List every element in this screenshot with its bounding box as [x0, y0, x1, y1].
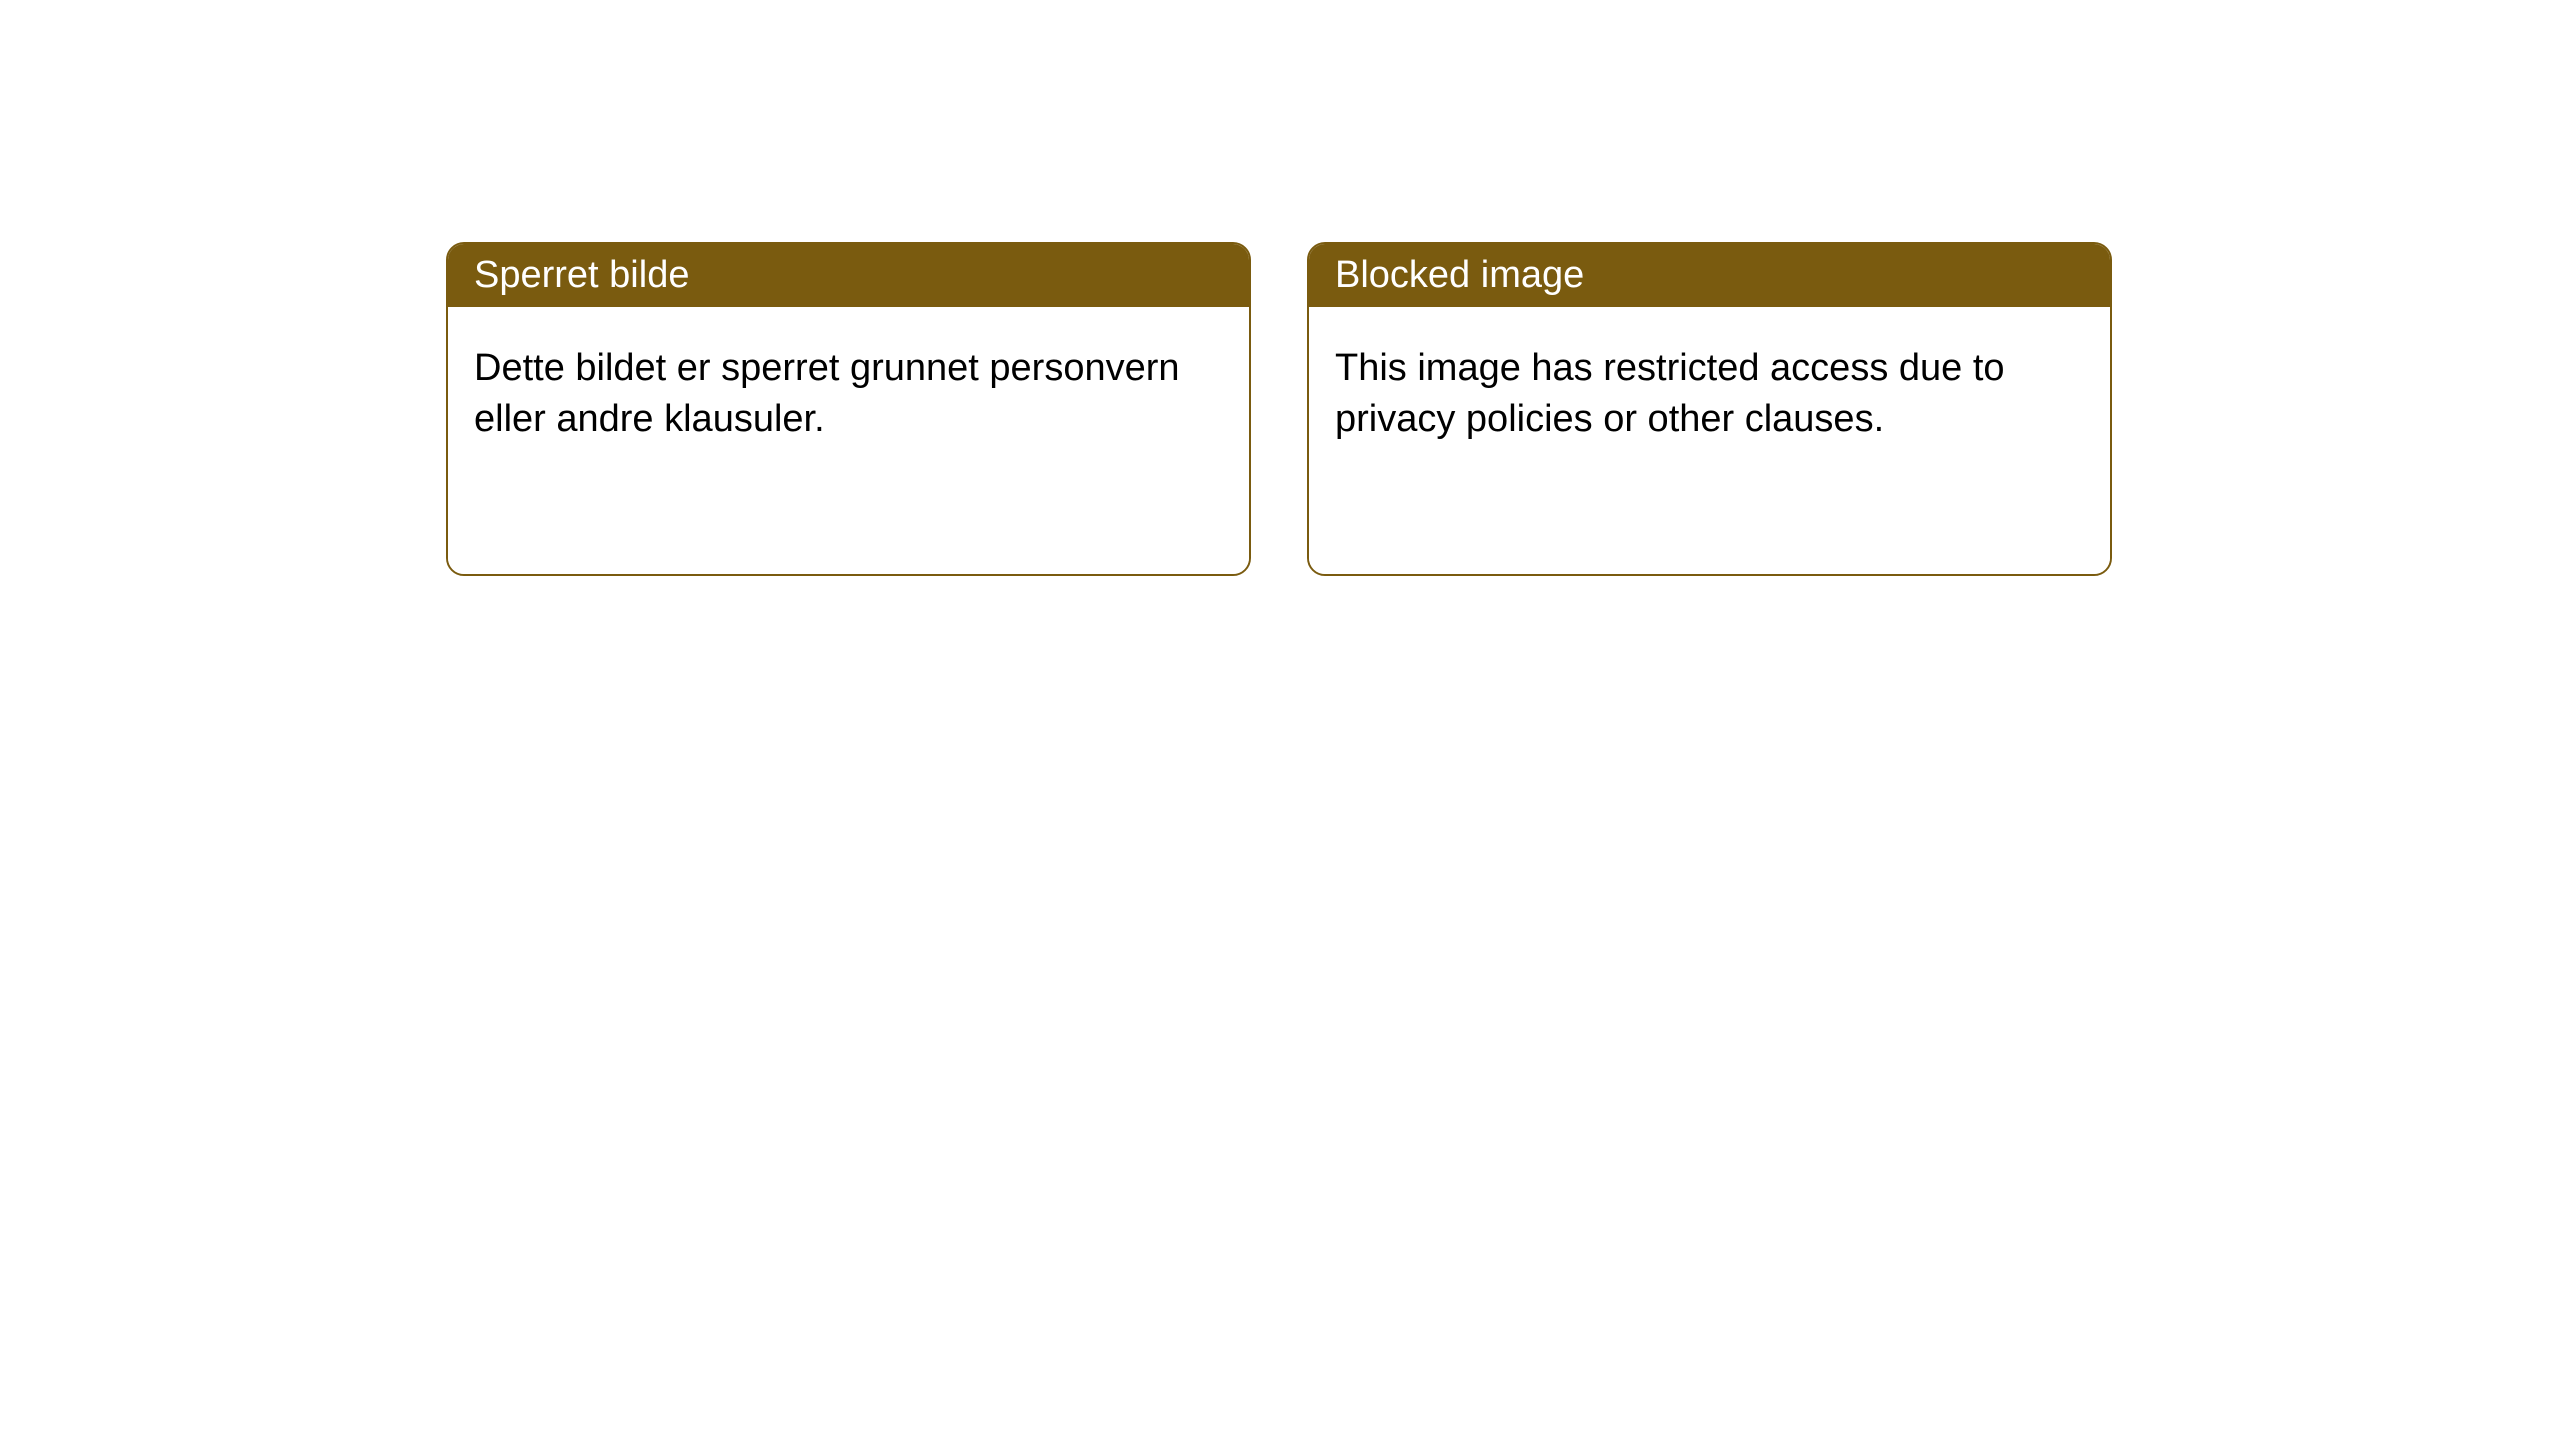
- notice-body: Dette bildet er sperret grunnet personve…: [448, 307, 1249, 574]
- notice-card-norwegian: Sperret bilde Dette bildet er sperret gr…: [446, 242, 1251, 576]
- notice-header: Blocked image: [1309, 244, 2110, 307]
- notice-container: Sperret bilde Dette bildet er sperret gr…: [0, 0, 2560, 576]
- notice-body: This image has restricted access due to …: [1309, 307, 2110, 574]
- notice-card-english: Blocked image This image has restricted …: [1307, 242, 2112, 576]
- notice-header: Sperret bilde: [448, 244, 1249, 307]
